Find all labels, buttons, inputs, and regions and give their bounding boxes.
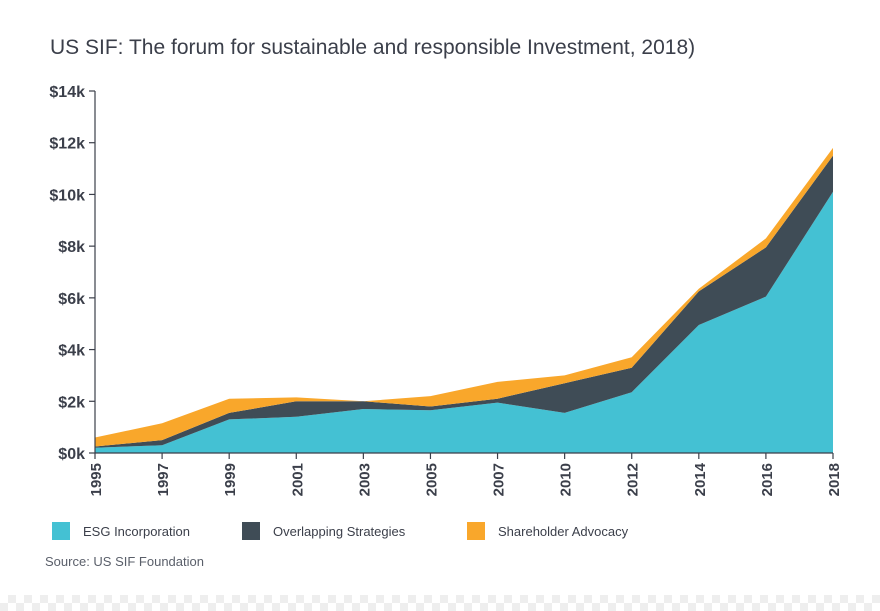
x-tick-label: 2016 — [759, 463, 776, 496]
y-tick-label: $14k — [49, 84, 85, 101]
y-tick-label: $10k — [49, 187, 85, 204]
area-esg-incorporation — [95, 191, 833, 454]
legend-label-esg: ESG Incorporation — [83, 523, 190, 539]
legend-item-esg: ESG Incorporation — [52, 522, 190, 540]
x-tick-label: 2005 — [423, 463, 440, 496]
chart-legend: ESG Incorporation Overlapping Strategies… — [52, 522, 872, 544]
legend-label-overlapping: Overlapping Strategies — [273, 523, 406, 539]
legend-item-advocacy: Shareholder Advocacy — [467, 522, 628, 540]
legend-swatch-advocacy — [467, 522, 485, 540]
legend-label-advocacy: Shareholder Advocacy — [498, 523, 629, 539]
y-tick-label: $12k — [49, 136, 85, 153]
chart-areas — [95, 147, 833, 454]
area-overlapping-strategies — [95, 155, 833, 448]
x-tick-label: 2007 — [491, 463, 508, 496]
y-tick-label: $6k — [58, 291, 85, 308]
x-tick-label: 2003 — [356, 463, 373, 496]
x-tick-label: 2014 — [692, 462, 709, 496]
y-tick-label: $0k — [58, 446, 85, 463]
legend-swatch-overlapping — [242, 522, 260, 540]
x-tick-label: 1997 — [155, 463, 172, 496]
y-tick-label: $8k — [58, 239, 85, 256]
x-tick-label: 2012 — [625, 463, 642, 496]
background-checker-strip — [0, 595, 880, 611]
x-tick-label: 1995 — [88, 463, 105, 496]
legend-item-overlapping: Overlapping Strategies — [242, 522, 405, 540]
x-tick-label: 2010 — [558, 463, 575, 496]
chart-tick-labels: $0k $2k $4k $6k $8k $10k $12k $14k 1995 1997 1999 2… — [49, 84, 843, 496]
chart-axes — [89, 90, 834, 459]
source-note: Source: US SIF Foundation — [45, 554, 204, 569]
x-tick-label: 2001 — [289, 463, 306, 496]
y-tick-label: $2k — [58, 394, 85, 411]
y-tick-label: $4k — [58, 343, 85, 360]
x-tick-label: 1999 — [222, 463, 239, 496]
x-tick-label: 2018 — [826, 463, 843, 496]
legend-swatch-esg — [52, 522, 70, 540]
chart-title: US SIF: The forum for sustainable and re… — [50, 36, 696, 59]
